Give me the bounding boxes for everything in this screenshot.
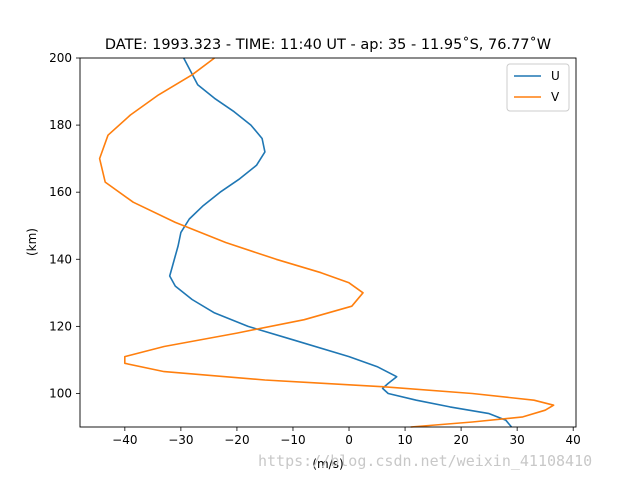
x-tick-label: −30 <box>168 433 193 447</box>
legend-label-v: V <box>551 90 560 104</box>
y-tick-label: 160 <box>49 185 72 199</box>
y-tick-label: 100 <box>49 386 72 400</box>
y-tick-label: 180 <box>49 118 72 132</box>
x-tick-label: 0 <box>345 433 353 447</box>
y-tick-label: 200 <box>49 51 72 65</box>
y-tick-label: 140 <box>49 252 72 266</box>
y-tick-label: 120 <box>49 319 72 333</box>
x-tick-label: 40 <box>566 433 581 447</box>
x-axis-label: (m/s) <box>312 457 343 471</box>
legend: UV <box>506 63 570 112</box>
y-axis-label: (km) <box>25 228 39 256</box>
x-tick-label: −40 <box>112 433 137 447</box>
x-tick-label: 10 <box>397 433 412 447</box>
chart-title: DATE: 1993.323 - TIME: 11:40 UT - ap: 35… <box>105 36 551 53</box>
axes-frame <box>79 57 577 428</box>
plot-area: −40 −30 −20 −10 0 10 20 30 40 100 120 140 160 180 200 U… <box>49 51 581 447</box>
legend-label-u: U <box>551 69 560 83</box>
series-line-v <box>98 57 555 428</box>
watermark: https://blog.csdn.net/weixin_41108410 <box>258 452 592 470</box>
x-tick-label: −10 <box>280 433 305 447</box>
x-tick-label: −20 <box>224 433 249 447</box>
x-tick-label: 20 <box>453 433 468 447</box>
x-tick-label: 30 <box>510 433 525 447</box>
series-line-u <box>168 57 513 428</box>
